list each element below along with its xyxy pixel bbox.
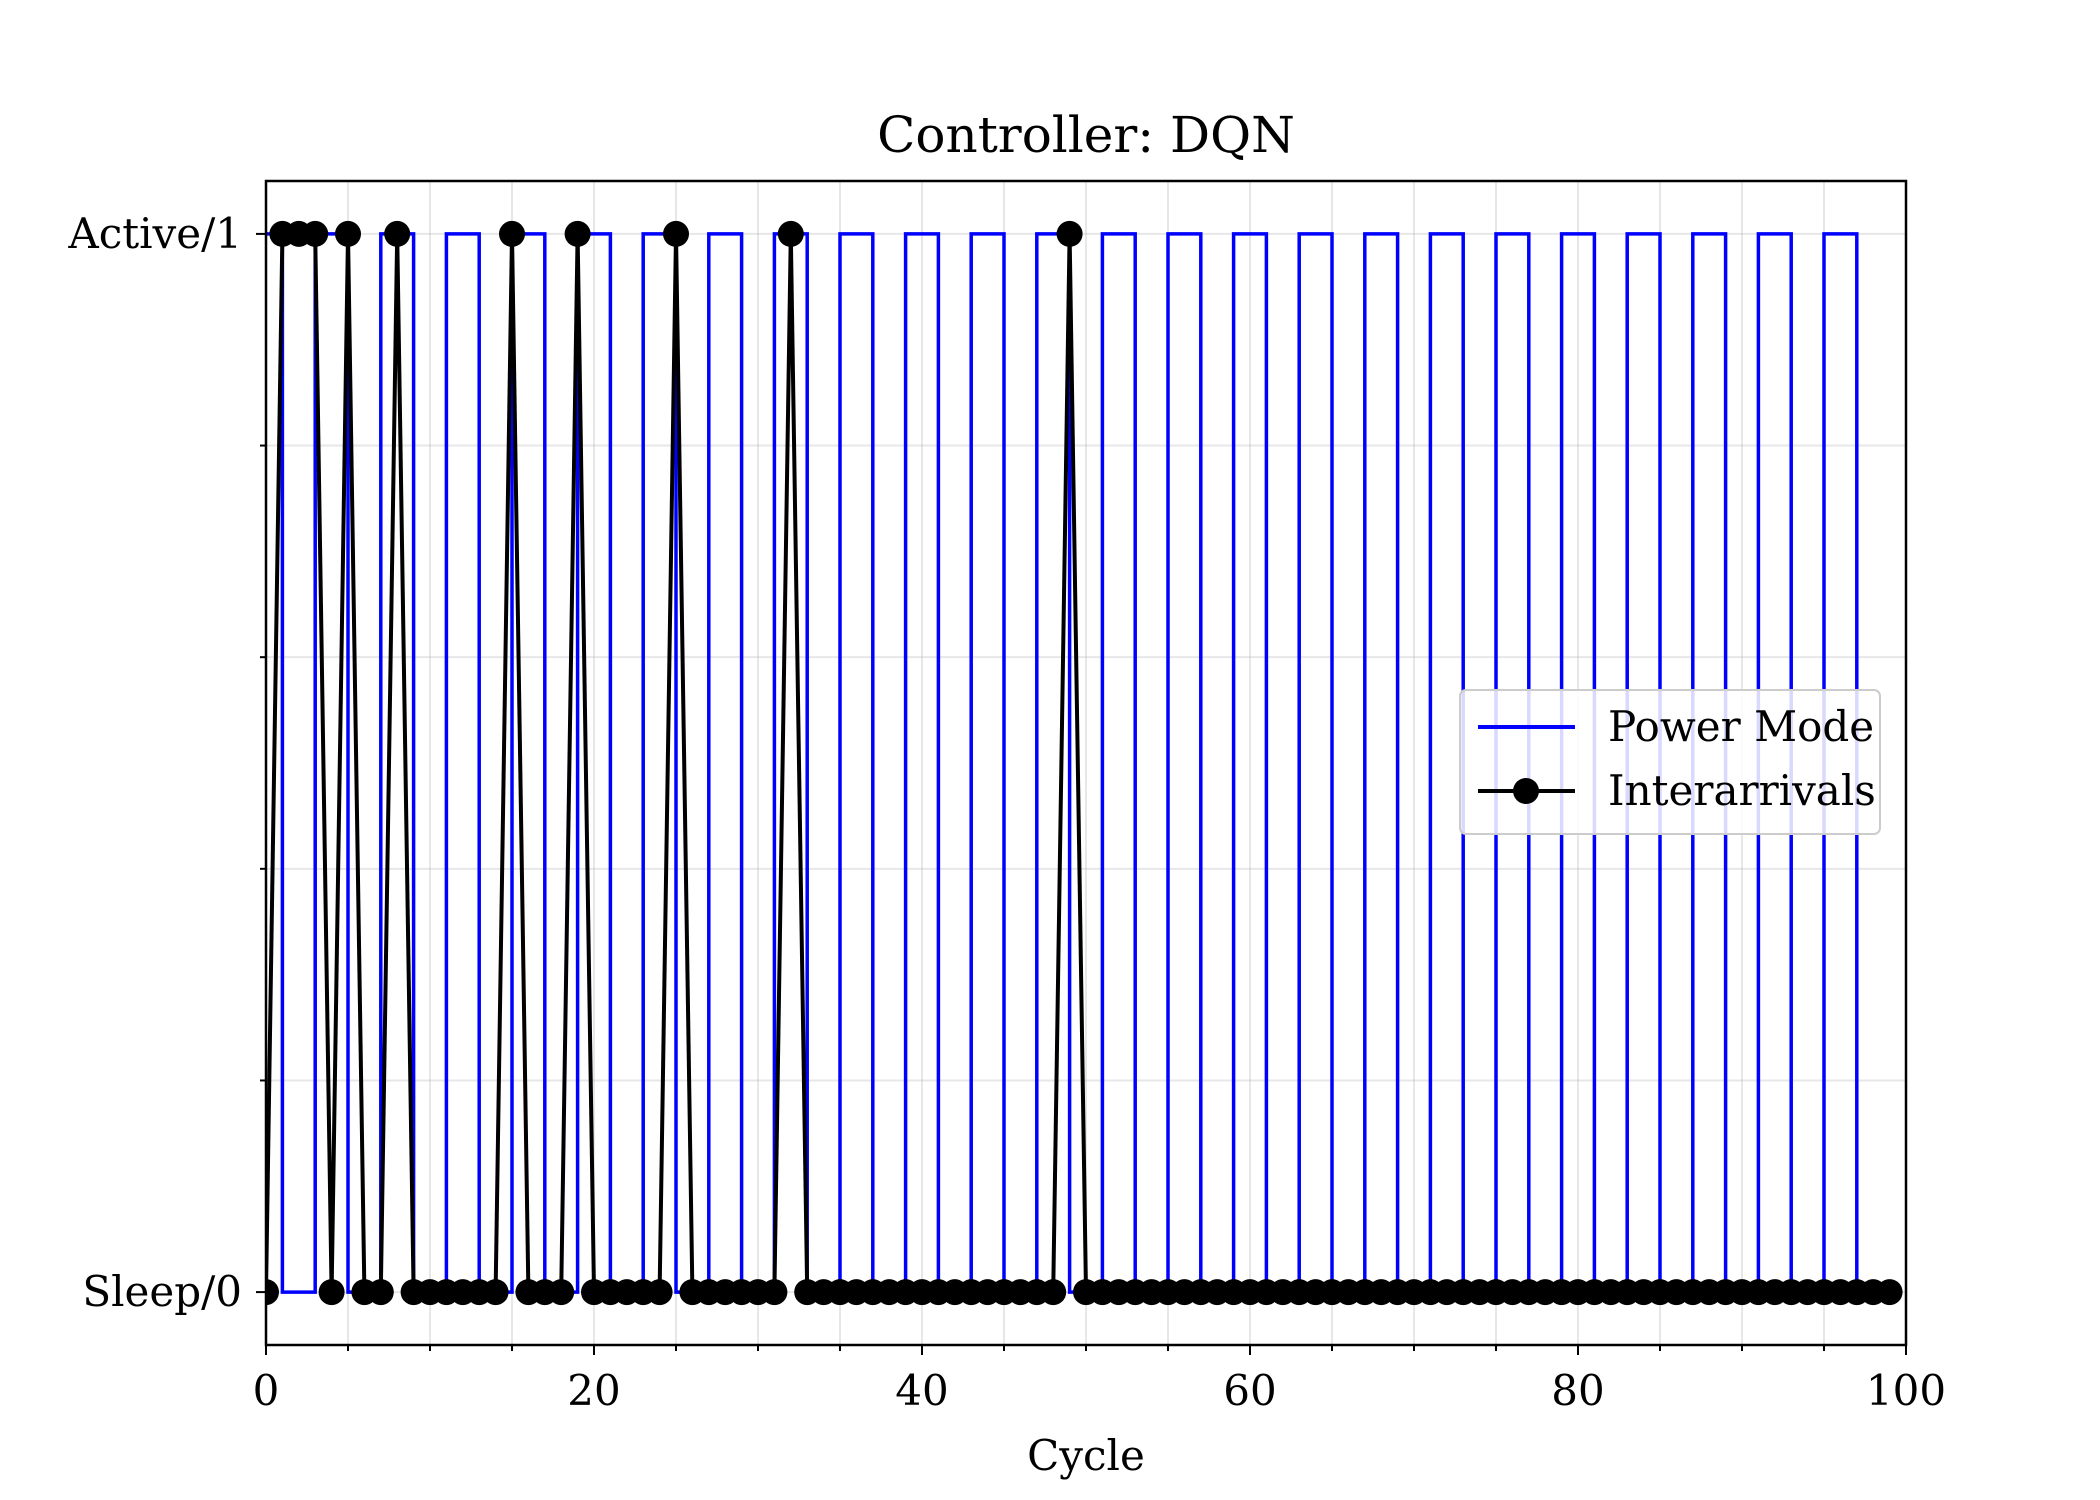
interarrivals-point	[318, 1279, 345, 1306]
chart-title: Controller: DQN	[877, 106, 1295, 164]
legend-marker-interarrivals	[1513, 778, 1539, 804]
interarrivals-point	[1876, 1279, 1903, 1306]
interarrivals-point	[302, 220, 329, 247]
interarrivals-point	[777, 220, 804, 247]
series-layer	[266, 220, 1903, 1306]
y-tick-label: Sleep/0	[82, 1267, 242, 1316]
x-tick-label: 60	[1223, 1366, 1276, 1415]
x-tick-label: 0	[253, 1366, 280, 1415]
interarrivals-point	[1040, 1279, 1067, 1306]
x-tick-label: 80	[1551, 1366, 1604, 1415]
interarrivals-point	[499, 220, 525, 247]
interarrivals-point	[663, 220, 689, 247]
x-tick-label: 20	[567, 1366, 620, 1415]
series-interarrivals	[266, 220, 1903, 1306]
interarrivals-point	[646, 1279, 673, 1306]
interarrivals-point	[482, 1279, 509, 1306]
x-tick-label: 40	[895, 1366, 948, 1415]
interarrivals-point	[761, 1279, 788, 1306]
interarrivals-point	[564, 220, 591, 247]
legend-label-power-mode: Power Mode	[1608, 702, 1874, 751]
y-tick-label: Active/1	[67, 209, 242, 258]
interarrivals-point	[548, 1279, 575, 1306]
interarrivals-point	[367, 1279, 394, 1306]
legend-label-interarrivals: Interarrivals	[1608, 766, 1876, 815]
interarrivals-point	[266, 1279, 279, 1306]
interarrivals-point	[1056, 220, 1083, 247]
x-tick-label: 100	[1866, 1366, 1946, 1415]
interarrivals-point	[335, 220, 361, 247]
x-axis-label: Cycle	[1027, 1431, 1145, 1480]
interarrivals-point	[384, 220, 411, 247]
axis-ticks: 0 20 40 60 80 100 Sleep/0 Active/1	[67, 209, 1946, 1415]
legend: Power Mode Interarrivals	[1459, 689, 1881, 835]
